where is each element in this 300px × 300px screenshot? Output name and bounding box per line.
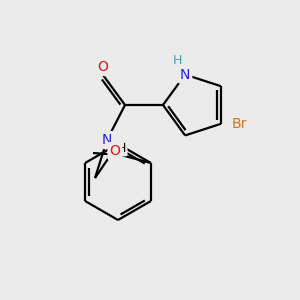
Text: H: H [116,142,126,154]
Text: H: H [172,54,182,67]
Text: N: N [180,68,190,82]
Text: Br: Br [231,117,247,131]
Text: O: O [98,60,108,74]
Text: N: N [102,133,112,147]
Text: O: O [110,144,120,158]
